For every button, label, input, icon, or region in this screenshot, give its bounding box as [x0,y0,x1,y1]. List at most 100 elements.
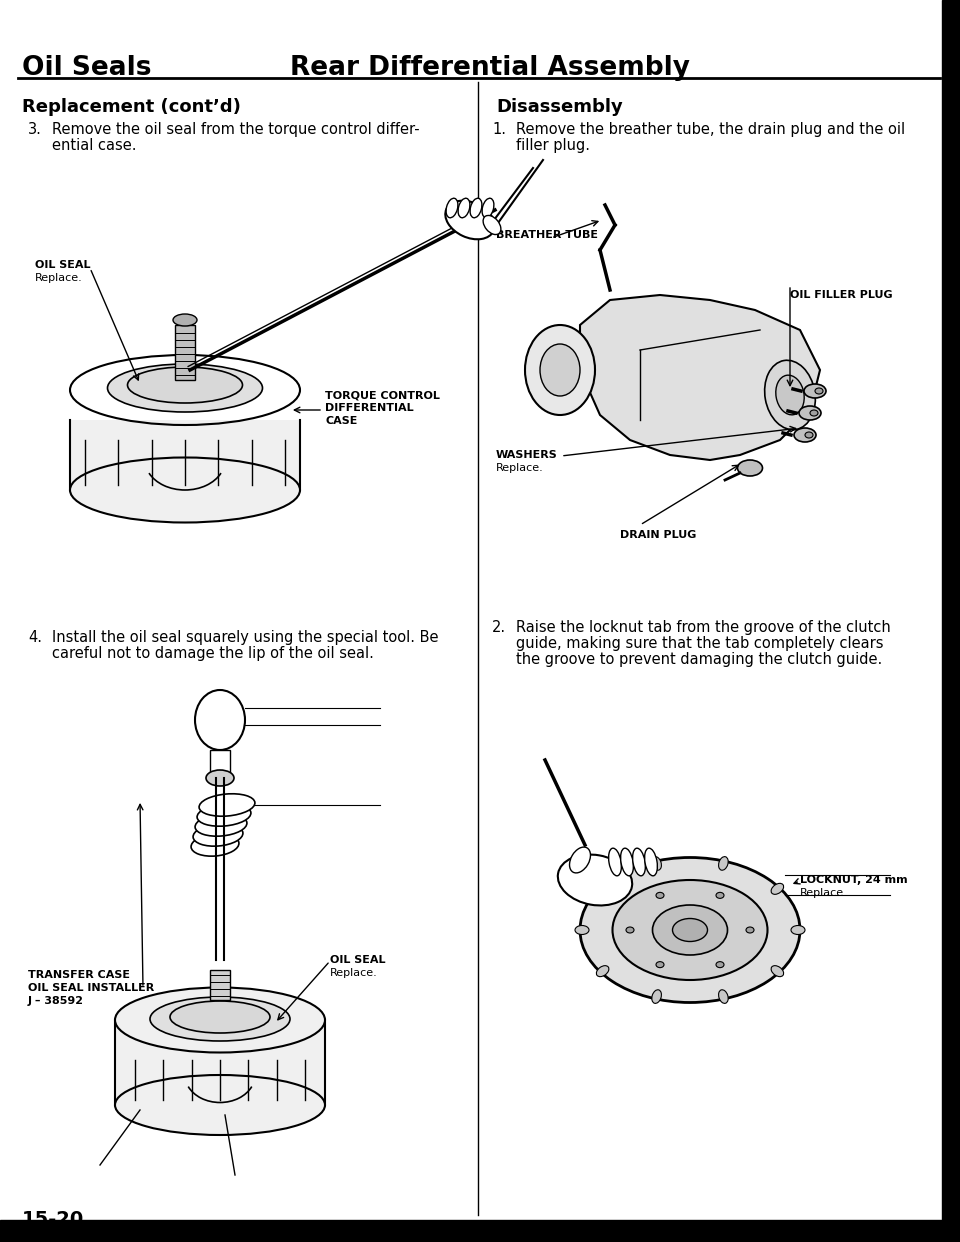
Text: CASE: CASE [325,416,357,426]
Text: OIL SEAL: OIL SEAL [35,260,90,270]
Text: TORQUE CONTROL: TORQUE CONTROL [325,390,440,400]
Bar [942,0,960,1242]
Ellipse shape [70,457,300,523]
Text: Raise the locknut tab from the groove of the clutch: Raise the locknut tab from the groove of… [516,620,891,635]
Ellipse shape [746,927,754,933]
Text: Replace.: Replace. [800,888,848,898]
Text: 4.: 4. [28,630,42,645]
Text: WASHERS: WASHERS [496,450,558,460]
Bar [210,750,230,775]
Ellipse shape [673,919,708,941]
Text: Replace.: Replace. [35,273,83,283]
Ellipse shape [804,384,826,397]
Ellipse shape [170,1001,270,1033]
Ellipse shape [195,691,245,750]
Ellipse shape [173,314,197,325]
Ellipse shape [108,364,262,412]
Text: Replacement (cont’d): Replacement (cont’d) [22,98,241,116]
Ellipse shape [596,965,609,976]
Ellipse shape [716,961,724,968]
Ellipse shape [776,375,804,415]
Ellipse shape [815,388,823,394]
Text: filler plug.: filler plug. [516,138,590,153]
Ellipse shape [458,199,469,217]
Ellipse shape [575,925,589,934]
FancyBboxPatch shape [70,420,300,491]
Ellipse shape [719,990,729,1004]
Ellipse shape [620,848,634,876]
Ellipse shape [446,199,458,217]
Ellipse shape [653,905,728,955]
Ellipse shape [765,360,815,430]
Bar [175,325,195,380]
Ellipse shape [656,892,664,898]
Text: BREATHER TUBE: BREATHER TUBE [496,230,598,240]
Ellipse shape [737,460,762,476]
Bar [115,1020,325,1105]
Ellipse shape [771,883,783,894]
Text: OIL SEAL INSTALLER: OIL SEAL INSTALLER [28,982,155,994]
Ellipse shape [791,925,805,934]
Ellipse shape [633,848,645,876]
Text: Oil Seals: Oil Seals [22,55,152,81]
Text: Install the oil seal squarely using the special tool. Be: Install the oil seal squarely using the … [52,630,439,645]
Ellipse shape [580,857,800,1002]
Text: 15-20: 15-20 [22,1210,84,1230]
Ellipse shape [609,848,621,876]
Ellipse shape [805,432,813,438]
Ellipse shape [656,961,664,968]
Text: ential case.: ential case. [52,138,136,153]
Text: OIL SEAL: OIL SEAL [330,955,386,965]
Ellipse shape [558,854,633,905]
Ellipse shape [596,883,609,894]
Ellipse shape [626,927,634,933]
Ellipse shape [794,428,816,442]
Ellipse shape [195,814,247,836]
Text: TRANSFER CASE: TRANSFER CASE [28,970,130,980]
Text: www.em: www.em [22,1228,63,1238]
Text: Remove the breather tube, the drain plug and the oil: Remove the breather tube, the drain plug… [516,122,905,137]
Ellipse shape [191,833,239,856]
Polygon shape [580,296,820,460]
Text: Replace.: Replace. [330,968,377,977]
Ellipse shape [644,848,658,876]
Ellipse shape [206,770,234,786]
Text: carmanualsonline.info: carmanualsonline.info [680,1225,811,1238]
Text: careful not to damage the lip of the oil seal.: careful not to damage the lip of the oil… [52,646,373,661]
Bar [210,970,230,1000]
Ellipse shape [193,823,243,846]
Ellipse shape [810,410,818,416]
Text: LOCKNUT, 24 mm: LOCKNUT, 24 mm [800,876,907,886]
Text: 1.: 1. [492,122,506,137]
Text: the groove to prevent damaging the clutch guide.: the groove to prevent damaging the clutc… [516,652,882,667]
Ellipse shape [483,215,501,235]
Ellipse shape [612,881,767,980]
Ellipse shape [652,857,661,871]
Ellipse shape [540,344,580,396]
Ellipse shape [482,199,493,217]
Text: guide, making sure that the tab completely clears: guide, making sure that the tab complete… [516,636,883,651]
Ellipse shape [771,965,783,976]
Ellipse shape [799,406,821,420]
Ellipse shape [652,990,661,1004]
Ellipse shape [150,997,290,1041]
Text: DIFFERENTIAL: DIFFERENTIAL [325,402,414,414]
Ellipse shape [199,794,255,816]
Text: OIL FILLER PLUG: OIL FILLER PLUG [790,289,893,301]
Ellipse shape [470,199,482,217]
Ellipse shape [128,366,243,402]
Text: Disassembly: Disassembly [496,98,623,116]
Ellipse shape [719,857,729,871]
Text: Remove the oil seal from the torque control differ-: Remove the oil seal from the torque cont… [52,122,420,137]
Bar [0,1220,960,1242]
Text: Replace.: Replace. [496,463,543,473]
Text: 3.: 3. [28,122,42,137]
Ellipse shape [716,892,724,898]
Text: 2.: 2. [492,620,506,635]
Ellipse shape [445,201,494,240]
Ellipse shape [115,1076,325,1135]
Text: J – 38592: J – 38592 [28,996,84,1006]
Ellipse shape [525,325,595,415]
Ellipse shape [569,847,590,873]
Ellipse shape [115,987,325,1052]
